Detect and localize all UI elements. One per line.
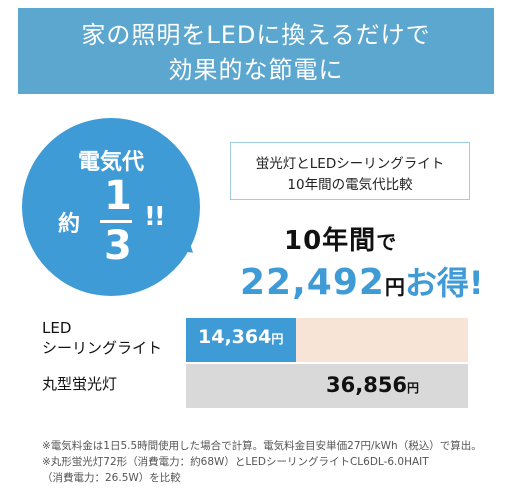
- footnote-3: （消費電力：26.5W）を比較: [42, 472, 181, 484]
- ten-years-heading: 10年間で: [284, 220, 397, 257]
- led-row-label-line-1: LED: [42, 319, 72, 337]
- footnote-1: ※電気料金は1日5.5時間使用した場合で計算。電気料金目安単価27円/kWh（税…: [42, 440, 482, 452]
- ten-years-particle: で: [376, 230, 398, 254]
- footnote-2: ※丸形蛍光灯72形（消費電力：約68W）とLEDシーリングライトCL6DL-6.…: [42, 456, 429, 468]
- led-cost-unit: 円: [271, 332, 284, 346]
- header-banner: 家の照明をLEDに換えるだけで 効果的な節電に: [18, 8, 494, 94]
- savings-yen: 円: [384, 275, 405, 299]
- fluorescent-cost-bar: [186, 364, 468, 408]
- banner-line-2: 効果的な節電に: [168, 56, 344, 84]
- fluorescent-cost-unit: 円: [407, 381, 420, 395]
- bubble-title: 電気代: [77, 150, 144, 175]
- led-cost-bar: [186, 318, 296, 362]
- ten-years-text: 10年間: [284, 226, 377, 256]
- comparison-box: 蛍光灯とLEDシーリングライト 10年間の電気代比較: [230, 142, 470, 200]
- banner-line-1: 家の照明をLEDに換えるだけで: [81, 21, 431, 49]
- fraction-denominator: 3: [104, 223, 132, 269]
- savings-otoku: お得!: [404, 264, 484, 302]
- savings-amount: 22,492円お得!: [240, 258, 484, 304]
- fraction-bar: [100, 220, 132, 223]
- led-row-label: LED シーリングライト: [42, 318, 162, 359]
- comparison-line-1: 蛍光灯とLEDシーリングライト: [255, 156, 445, 172]
- speech-bubble: 電気代 約 1 3 !!: [22, 118, 200, 296]
- led-cost-value: 14,364円: [198, 326, 283, 348]
- fluorescent-cost-number: 36,856: [326, 373, 408, 397]
- fluorescent-cost-value: 36,856円: [326, 373, 419, 397]
- bubble-prefix: 約: [58, 212, 81, 237]
- savings-number: 22,492: [240, 262, 385, 303]
- led-cost-number: 14,364: [198, 326, 272, 348]
- bubble-exclamation: !!: [144, 202, 166, 232]
- fluorescent-row-label: 丸型蛍光灯: [42, 375, 118, 393]
- comparison-line-2: 10年間の電気代比較: [287, 177, 413, 193]
- led-row-label-line-2: シーリングライト: [42, 339, 163, 358]
- fraction-numerator: 1: [104, 173, 132, 219]
